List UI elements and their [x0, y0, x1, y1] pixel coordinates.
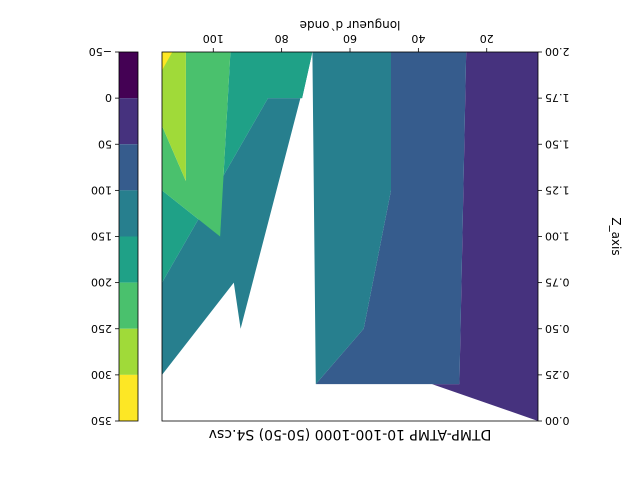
y-tick-label: 1.25 [545, 183, 570, 196]
colorbar: −50 0 50 100 150 200 250 300 350 [89, 45, 139, 427]
y-tick-label: 0.00 [545, 414, 570, 427]
y-tick-label: 1.00 [545, 230, 570, 243]
y-tick-label: 0.50 [545, 322, 570, 335]
colorbar-segment [119, 144, 138, 191]
contour-band-0 [432, 52, 538, 421]
colorbar-tick-label: 100 [91, 183, 112, 196]
chart-title: DTMP-ATMP 10-100-1000 (50-50) S4.csv [209, 426, 492, 442]
y-tick-label: 1.50 [545, 137, 570, 150]
colorbar-segment [119, 282, 138, 329]
x-axis: 20 40 60 80 100 [203, 32, 494, 52]
x-axis-label: longueur d`onde [300, 18, 401, 32]
y-axis: 0.00 0.25 0.50 0.75 1.00 1.25 1.50 1.75 2.00 [538, 45, 570, 427]
colorbar-tick-label: 50 [98, 137, 112, 150]
colorbar-segment [119, 190, 138, 237]
colorbar-segment [119, 52, 138, 99]
x-tick-label: 100 [203, 32, 224, 45]
contour-band-3 [162, 52, 313, 283]
colorbar-tick-label: −50 [89, 45, 112, 58]
x-tick-label: 40 [411, 32, 425, 45]
contour-band-4 [162, 52, 231, 237]
contour-band-5 [162, 52, 186, 182]
x-tick-label: 80 [275, 32, 289, 45]
colorbar-segment [119, 328, 138, 375]
colorbar-tick-label: 200 [91, 276, 112, 289]
contour-band-1 [315, 52, 467, 385]
x-tick-label: 20 [480, 32, 494, 45]
colorbar-tick-label: 350 [91, 414, 112, 427]
y-tick-label: 0.25 [545, 368, 570, 381]
colorbar-segment [119, 98, 138, 145]
colorbar-tick-label: 250 [91, 322, 112, 335]
plot-area [161, 51, 539, 422]
y-tick-label: 2.00 [545, 45, 570, 58]
contour-bands [162, 52, 538, 421]
y-tick-label: 1.75 [545, 91, 570, 104]
colorbar-segment [119, 236, 138, 283]
y-axis-label: Z_axis [609, 217, 623, 255]
y-tick-label: 0.75 [545, 276, 570, 289]
x-tick-label: 60 [343, 32, 357, 45]
colorbar-segment [119, 374, 138, 421]
contour-band-6 [162, 52, 173, 71]
colorbar-tick-label: 300 [91, 368, 112, 381]
contour-band-2 [162, 52, 391, 385]
colorbar-tick-label: 150 [91, 230, 112, 243]
colorbar-tick-label: 0 [105, 91, 112, 104]
